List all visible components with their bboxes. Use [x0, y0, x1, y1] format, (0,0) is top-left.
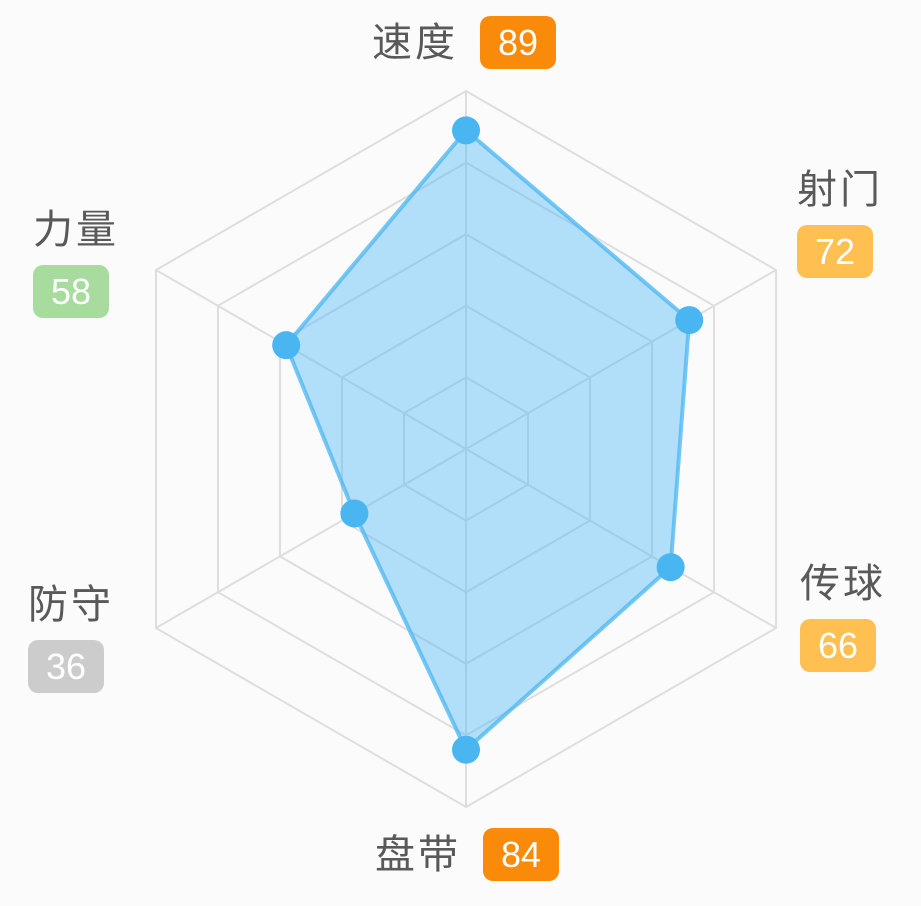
indicator-speed-value-badge: 89	[480, 16, 556, 69]
indicator-shooting-value-badge: 72	[797, 225, 873, 278]
radar-axis-line	[465, 448, 777, 629]
indicator-strength-value-badge: 58	[33, 265, 109, 318]
radar-data-point	[656, 553, 685, 582]
radar-data-point	[452, 116, 480, 145]
indicator-defense-name: 防守	[28, 583, 114, 627]
radar-axis-line	[465, 269, 777, 450]
radar-data-point	[675, 306, 704, 335]
radar-axis-line	[155, 269, 467, 450]
indicator-defense: 防守 36	[28, 583, 114, 693]
radar-data-point	[340, 499, 369, 528]
radar-data-point	[272, 331, 301, 360]
indicator-defense-value-badge: 36	[28, 640, 104, 693]
indicator-dribbling-value-badge: 84	[483, 828, 559, 881]
indicator-speed-name: 速度	[372, 20, 458, 65]
indicator-passing-name: 传球	[800, 562, 886, 606]
indicator-dribbling: 盘带 84	[375, 828, 559, 881]
indicator-speed: 速度 89	[372, 16, 556, 69]
indicator-strength: 力量 58	[33, 208, 119, 318]
radar-data-point	[452, 735, 480, 764]
indicator-dribbling-name: 盘带	[375, 832, 461, 877]
indicator-passing-value-badge: 66	[800, 619, 876, 672]
radar-axis-line	[155, 448, 467, 629]
indicator-shooting: 射门 72	[797, 168, 883, 278]
radar-series-polygon	[284, 128, 692, 752]
indicator-shooting-name: 射门	[797, 168, 883, 212]
indicator-strength-name: 力量	[33, 208, 119, 252]
indicator-passing: 传球 66	[800, 562, 886, 672]
